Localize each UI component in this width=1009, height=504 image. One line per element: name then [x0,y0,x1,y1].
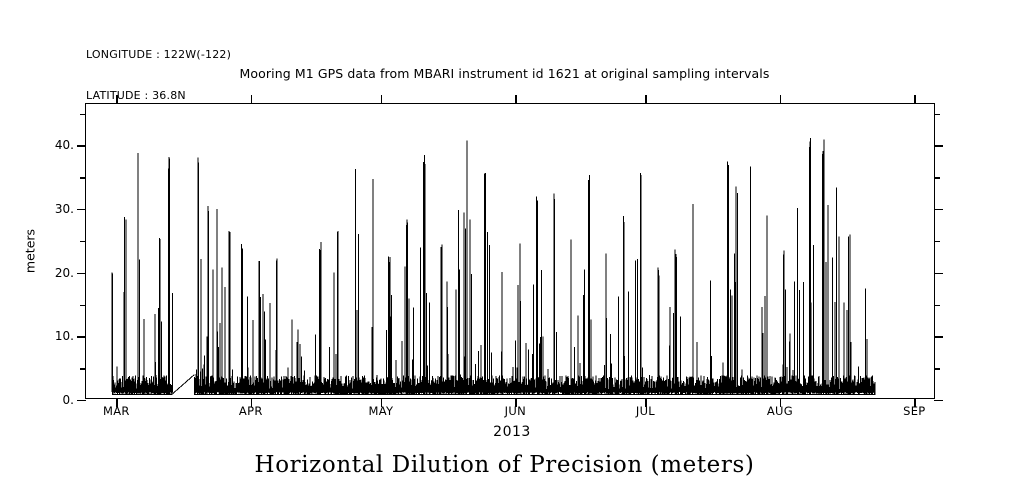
y-axis-tick-minor [934,240,940,243]
y-axis-tick-major [934,272,943,275]
x-axis-tick [380,95,383,104]
y-axis-tick-label: 10. [54,329,74,344]
data-gap-bridge [172,374,195,395]
y-axis-tick-major [934,209,943,211]
x-axis-tick [914,398,916,407]
plot-clip [86,104,934,398]
y-axis-tick-major [77,272,86,275]
y-axis-label: meters [22,228,38,274]
y-axis-tick-minor [934,368,940,370]
y-axis-tick-minor [80,113,86,115]
y-axis-tick-minor [80,177,86,179]
y-axis-tick-minor [934,113,940,115]
x-axis-tick [250,95,253,104]
y-axis-tick-label: 0. [62,393,74,407]
chart-title: Mooring M1 GPS data from MBARI instrumen… [239,66,770,81]
y-axis-tick-major [77,209,86,211]
y-axis-tick-major [934,400,943,402]
x-axis-tick-label: MAR [103,404,130,418]
y-axis-tick-minor [80,304,86,306]
x-axis-tick-label: APR [238,404,263,418]
x-axis-tick [779,95,782,104]
plot-area: 0. 10. 20. 30. 40. MAR APR MAY JUN JUL AUG SEP [55,95,943,418]
y-axis-tick-major [77,400,86,402]
x-axis-tick [380,398,383,407]
figure-caption: Horizontal Dilution of Precision (meters… [254,452,755,478]
series-hdop [111,137,876,396]
y-axis-tick-major [77,336,86,338]
y-axis-tick-major [934,145,943,147]
x-axis-tick [250,398,253,407]
x-axis-tick-label: MAY [368,404,394,418]
y-axis-tick-minor [934,304,940,306]
x-axis-tick [645,398,647,407]
y-axis-tick-major [934,336,943,338]
x-axis-tick [515,95,517,104]
timeseries-plot [111,137,876,396]
x-axis-tick [914,95,916,104]
x-axis-tick-label: JUN [504,404,526,418]
y-axis-tick-major [77,145,86,147]
latitude-text: LATITUDE : 36.8N [86,88,186,102]
hdop-trace [111,137,876,396]
y-axis-tick-label: 20. [54,265,74,280]
x-axis-tick [515,398,517,407]
x-axis-tick [779,398,782,407]
y-axis-tick-minor [80,240,86,243]
x-axis-tick-label: AUG [766,404,793,418]
x-axis-tick [645,95,647,104]
y-axis-tick-minor [80,368,86,370]
y-axis-tick-minor [934,177,940,179]
y-axis-tick-label: 30. [54,202,74,217]
x-axis-tick [116,95,118,104]
x-axis-tick-label: SEP [903,404,926,418]
x-axis-tick-label: JUL [635,404,655,418]
y-axis-tick-label: 40. [54,138,74,153]
x-axis-tick [116,398,118,407]
x-axis-label: 2013 [493,424,531,440]
longitude-text: LONGITUDE : 122W(-122) [86,48,232,61]
